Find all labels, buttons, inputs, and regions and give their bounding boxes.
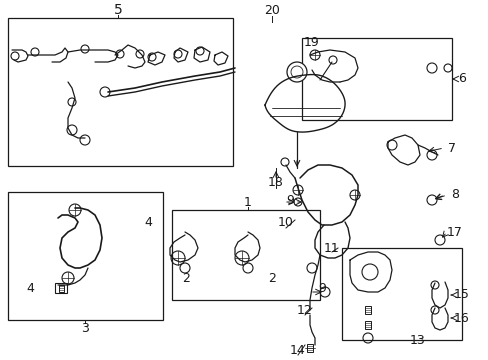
Text: 9: 9 [317, 282, 325, 294]
Text: 12: 12 [297, 303, 312, 316]
Bar [364, 321, 370, 329]
Circle shape [286, 62, 306, 82]
Text: 20: 20 [264, 4, 279, 17]
Bar [364, 306, 370, 314]
Bar [341, 248, 461, 340]
Text: 16: 16 [453, 311, 469, 324]
Text: 6: 6 [457, 72, 465, 85]
Text: 11: 11 [324, 242, 339, 255]
Bar [306, 344, 312, 352]
Text: 10: 10 [278, 216, 293, 229]
Text: 13: 13 [409, 333, 425, 346]
Bar [8, 18, 232, 166]
Text: 3: 3 [81, 321, 89, 334]
Bar [59, 284, 63, 292]
Text: 15: 15 [453, 288, 469, 302]
Text: 9: 9 [285, 194, 293, 207]
Bar [302, 38, 451, 120]
Text: 5: 5 [113, 3, 122, 17]
Text: 8: 8 [450, 189, 458, 202]
Text: 14: 14 [289, 343, 305, 356]
Bar [8, 192, 163, 320]
Text: 1: 1 [244, 195, 251, 208]
Text: 2: 2 [267, 271, 275, 284]
Bar [172, 210, 319, 300]
Text: 18: 18 [267, 175, 284, 189]
Text: 4: 4 [26, 282, 34, 294]
Bar [55, 283, 67, 293]
Text: 4: 4 [144, 216, 152, 229]
Text: 19: 19 [304, 36, 319, 49]
Text: 7: 7 [447, 141, 455, 154]
Text: 17: 17 [446, 225, 462, 238]
Text: 2: 2 [182, 271, 189, 284]
